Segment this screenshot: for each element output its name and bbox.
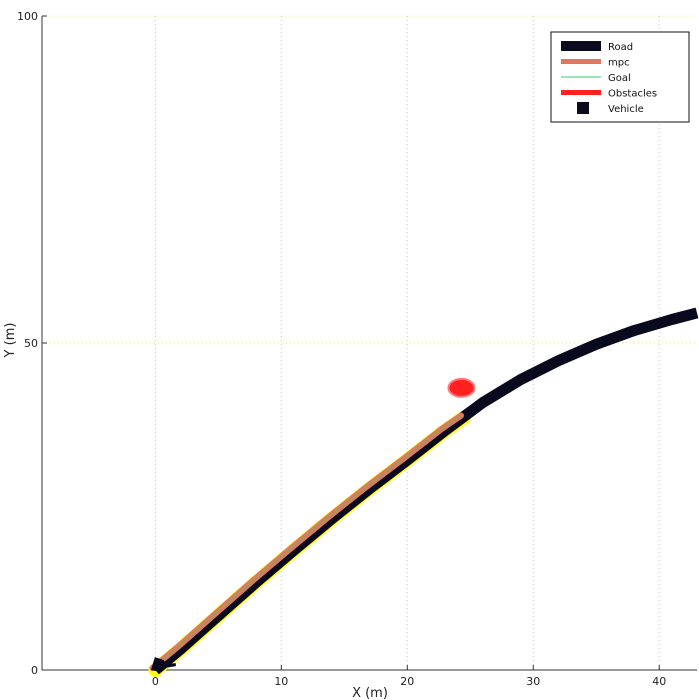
- y-tick-label: 0: [31, 664, 38, 677]
- legend-label-goal: Goal: [608, 73, 631, 84]
- y-tick-label: 100: [17, 10, 38, 23]
- legend-label-vehicle: Vehicle: [608, 104, 644, 115]
- series-goal: [152, 415, 462, 669]
- x-tick-label: 10: [274, 675, 288, 688]
- series: [148, 307, 699, 677]
- series-road: [151, 307, 699, 675]
- x-tick-label: 30: [526, 675, 540, 688]
- legend-swatch-vehicle: [577, 102, 589, 114]
- legend-label-obstacles: Obstacles: [608, 89, 657, 100]
- obstacle-marker: [447, 377, 476, 398]
- y-axis-label: Y (m): [3, 323, 18, 359]
- vehicle-marker: [150, 657, 176, 673]
- legend: Road mpc Goal Obstacles Vehicle: [550, 31, 690, 123]
- x-tick-label: 0: [152, 675, 159, 688]
- legend-label-mpc: mpc: [608, 58, 630, 69]
- legend-label-road: Road: [608, 42, 633, 53]
- x-tick-label: 20: [400, 675, 414, 688]
- y-tick-label: 50: [24, 337, 38, 350]
- tick-labels: 0 10 20 30 40 0 50 100: [17, 10, 666, 688]
- x-axis-label: X (m): [352, 686, 388, 700]
- x-tick-label: 40: [652, 675, 666, 688]
